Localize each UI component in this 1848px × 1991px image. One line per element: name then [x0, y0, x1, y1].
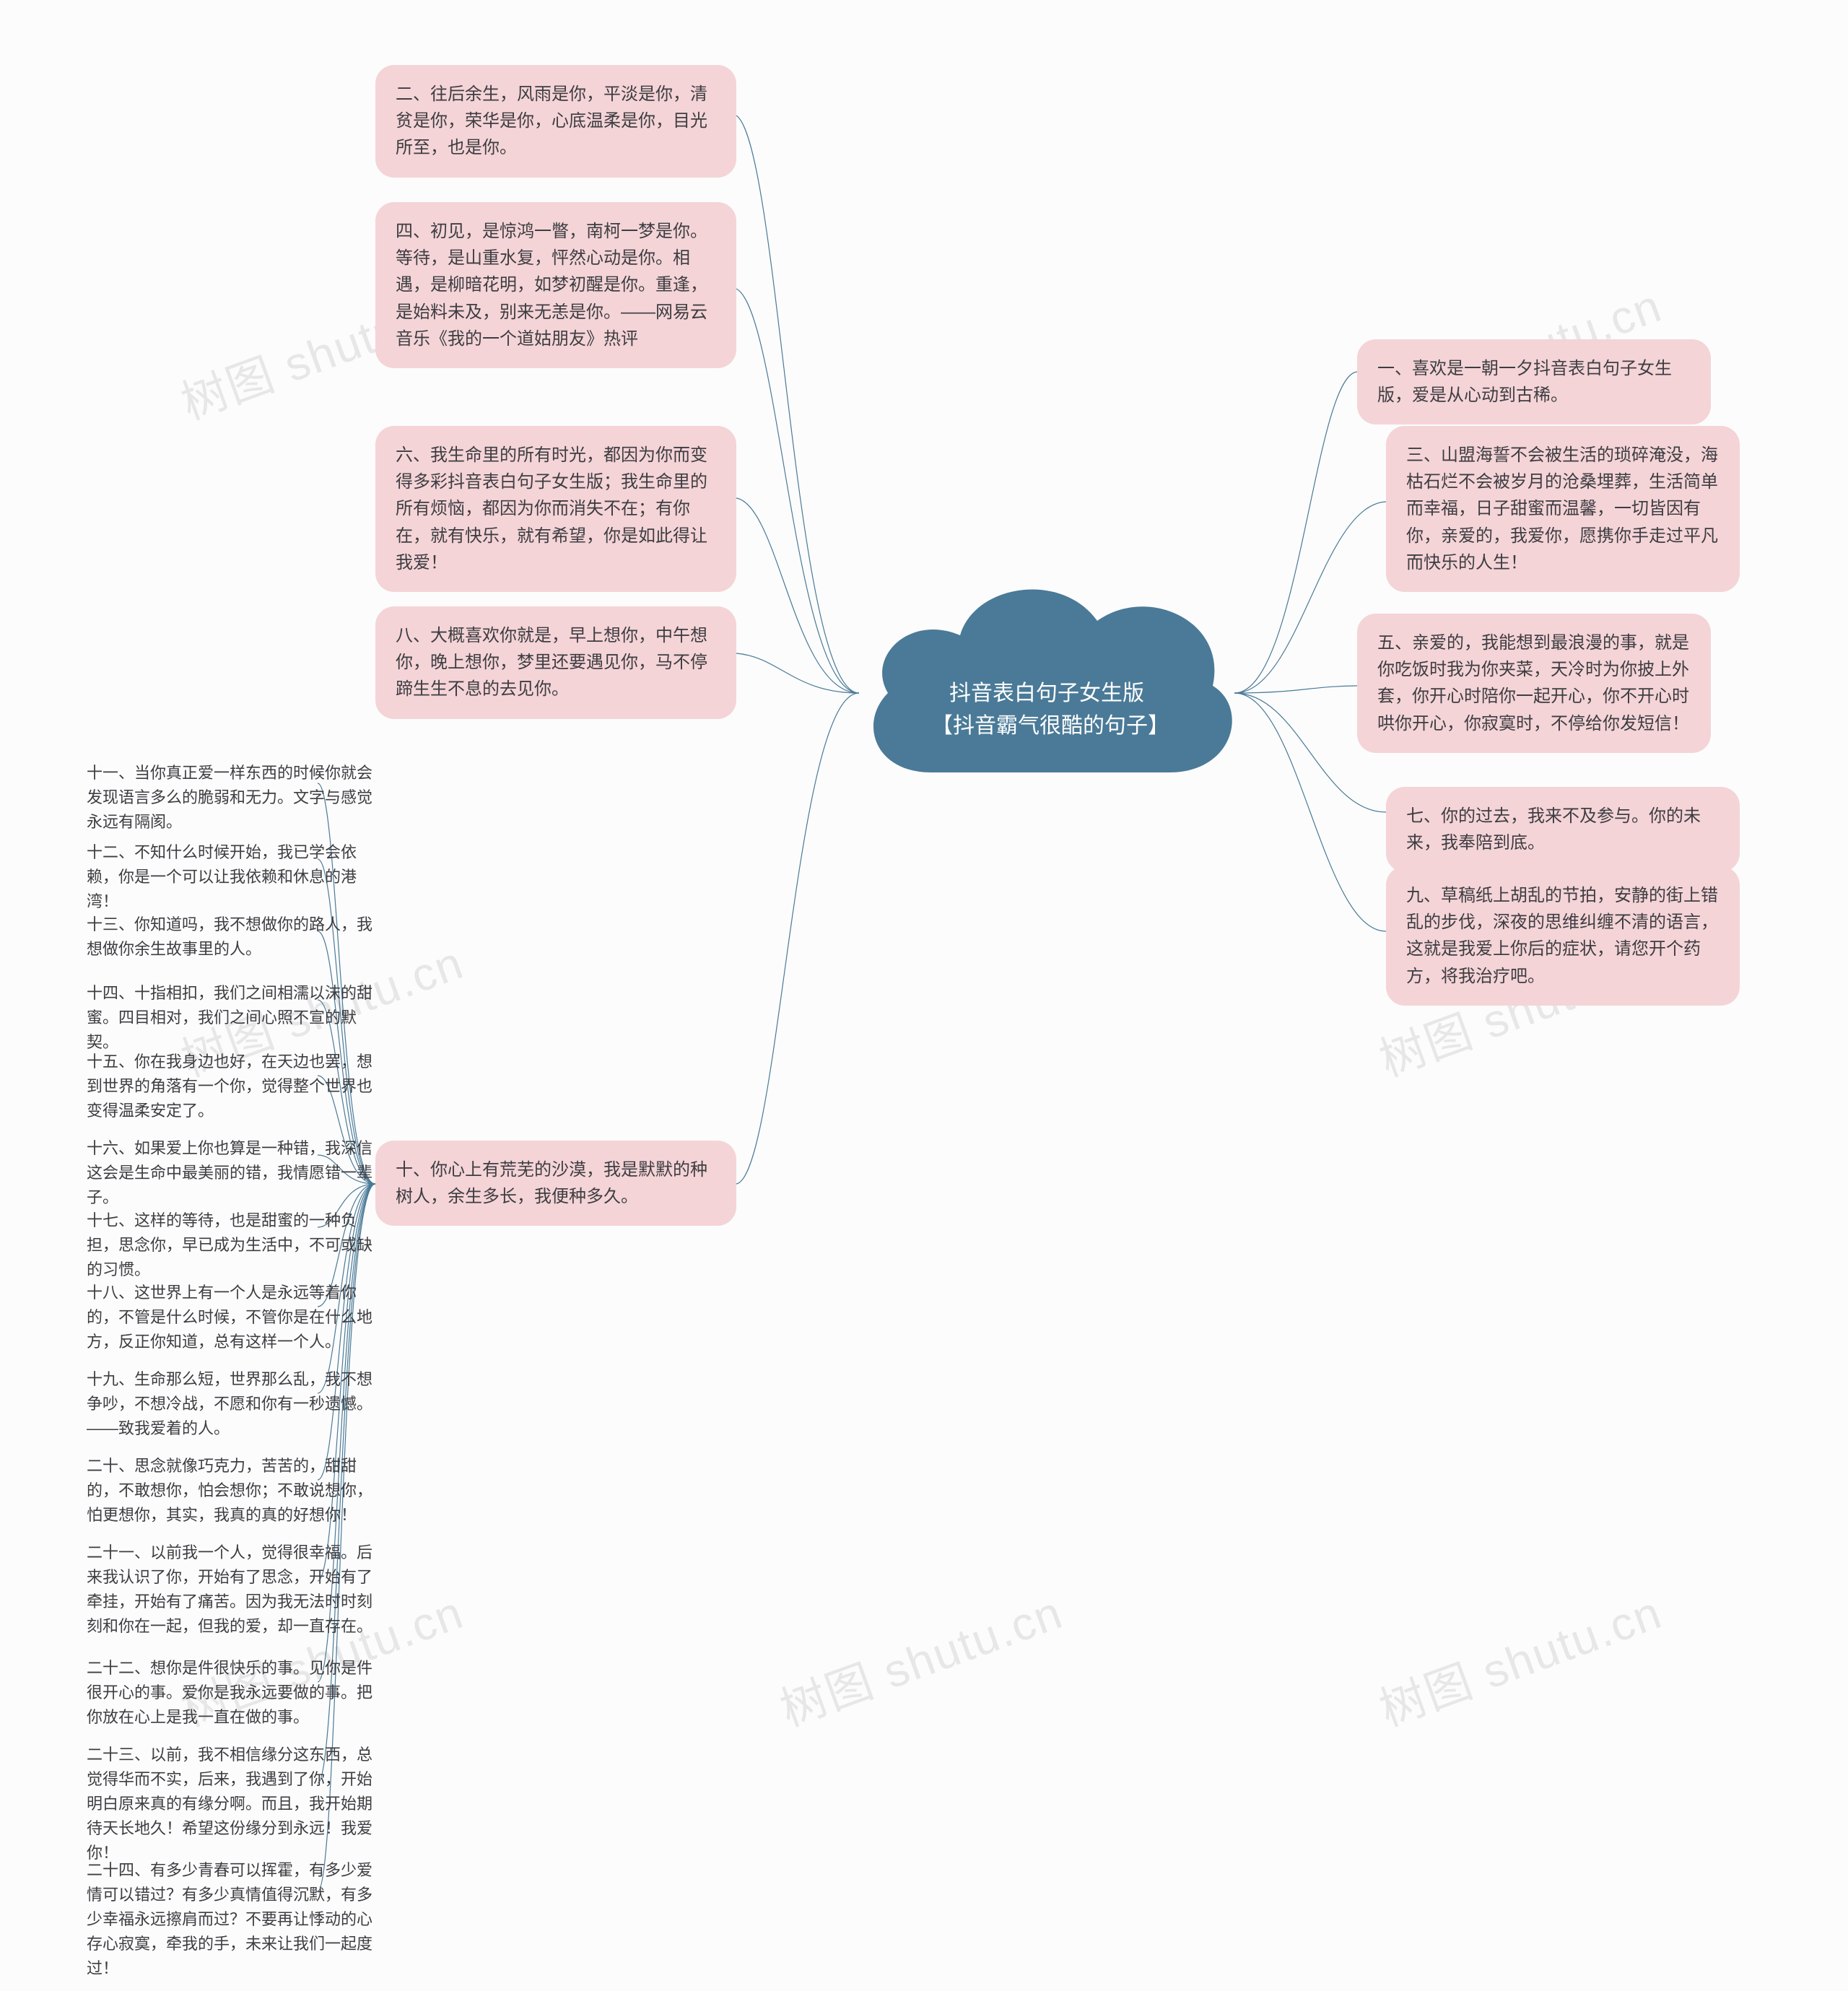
left-pink-node-3: 八、大概喜欢你就是，早上想你，中午想你，晚上想你，梦里还要遇见你，马不停蹄生生不…	[375, 606, 736, 719]
left-plain-node-4: 十五、你在我身边也好，在天边也罢，想到世界的角落有一个你，觉得整个世界也变得温柔…	[72, 1040, 390, 1133]
left-pink-node-4: 十、你心上有荒芜的沙漠，我是默默的种树人，余生多长，我便种多久。	[375, 1141, 736, 1226]
watermark: 树图 shutu.cn	[770, 1576, 1071, 1740]
left-pink-node-1: 四、初见，是惊鸿一瞥，南柯一梦是你。等待，是山重水复，怦然心动是你。相遇，是柳暗…	[375, 202, 736, 368]
left-plain-node-13: 二十四、有多少青春可以挥霍，有多少爱情可以错过？有多少真情值得沉默，有多少幸福永…	[72, 1848, 390, 1991]
left-plain-node-7: 十八、这世界上有一个人是永远等着你的，不管是什么时候，不管你是在什么地方，反正你…	[72, 1271, 390, 1364]
right-pink-node-4: 九、草稿纸上胡乱的节拍，安静的街上错乱的步伐，深夜的思维纠缠不清的语言，这就是我…	[1386, 866, 1740, 1006]
left-plain-node-9: 二十、思念就像巧克力，苦苦的，甜甜的，不敢想你，怕会想你；不敢说想你，怕更想你，…	[72, 1444, 390, 1538]
center-node: 抖音表白句子女生版【抖音霸气很酷的句子】	[845, 556, 1249, 830]
left-pink-node-0: 二、往后余生，风雨是你，平淡是你，清贫是你，荣华是你，心底温柔是你，目光所至，也…	[375, 65, 736, 178]
left-plain-node-8: 十九、生命那么短，世界那么乱，我不想争吵，不想冷战，不愿和你有一秒遗憾。——致我…	[72, 1357, 390, 1451]
left-plain-node-10: 二十一、以前我一个人，觉得很幸福。后来我认识了你，开始有了思念，开始有了牵挂，开…	[72, 1530, 390, 1649]
right-pink-node-0: 一、喜欢是一朝一夕抖音表白句子女生版，爱是从心动到古稀。	[1357, 339, 1711, 424]
mindmap-canvas: 树图 shutu.cn树图 shutu.cn树图 shutu.cn树图 shut…	[0, 0, 1848, 1957]
left-plain-node-2: 十三、你知道吗，我不想做你的路人，我想做你余生故事里的人。	[72, 902, 390, 972]
right-pink-node-1: 三、山盟海誓不会被生活的琐碎淹没，海枯石烂不会被岁月的沧桑埋葬，生活简单而幸福，…	[1386, 426, 1740, 592]
right-pink-node-3: 七、你的过去，我来不及参与。你的未来，我奉陪到底。	[1386, 787, 1740, 872]
left-plain-node-11: 二十二、想你是件很快乐的事。见你是件很开心的事。爱你是我永远要做的事。把你放在心…	[72, 1646, 390, 1740]
left-pink-node-2: 六、我生命里的所有时光，都因为你而变得多彩抖音表白句子女生版；我生命里的所有烦恼…	[375, 426, 736, 592]
watermark: 树图 shutu.cn	[1369, 1576, 1670, 1740]
center-title: 抖音表白句子女生版【抖音霸气很酷的句子】	[845, 677, 1249, 742]
right-pink-node-2: 五、亲爱的，我能想到最浪漫的事，就是你吃饭时我为你夹菜，天冷时为你披上外套，你开…	[1357, 614, 1711, 753]
